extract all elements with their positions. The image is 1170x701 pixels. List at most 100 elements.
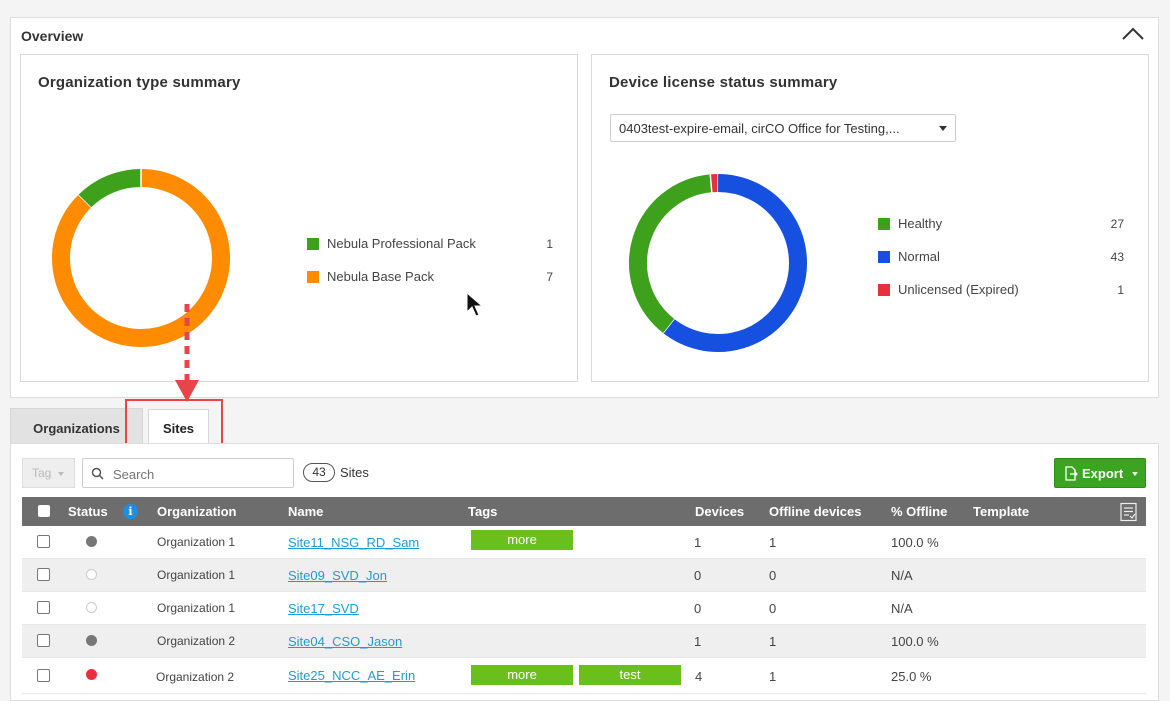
cell-organization: Organization 2: [157, 634, 236, 648]
tab-organizations-label: Organizations: [33, 421, 120, 436]
status-dot-offline: [86, 536, 97, 547]
organization-select[interactable]: 0403test-expire-email, cirCO Office for …: [610, 114, 956, 142]
donut-slice-base-pack: [52, 169, 230, 347]
legend-value: 1: [1117, 283, 1124, 297]
status-dot-no-device: [86, 569, 97, 580]
donut-slice-professional-pack: [78, 169, 142, 209]
row-checkbox[interactable]: [37, 568, 50, 581]
cell-organization: Organization 1: [157, 568, 236, 582]
column-header-offline-devices[interactable]: Offline devices: [769, 504, 862, 519]
org-type-summary-title: Organization type summary: [38, 74, 241, 91]
tag-more[interactable]: more: [471, 665, 573, 685]
legend-label: Normal: [898, 249, 940, 264]
select-all-checkbox[interactable]: [38, 505, 50, 517]
export-button-label: Export: [1082, 466, 1124, 481]
row-checkbox[interactable]: [37, 535, 50, 548]
legend-value: 7: [546, 270, 553, 284]
status-dot-alert: [86, 669, 97, 680]
legend-item-professional-pack: Nebula Professional Pack: [307, 236, 476, 251]
table-header: Status i Organization Name Tags Devices …: [22, 497, 1146, 526]
site-count-label: Sites: [340, 465, 369, 480]
column-header-template[interactable]: Template: [973, 504, 1030, 519]
site-count-badge: 43: [303, 463, 335, 482]
cell-pct-offline: N/A: [891, 601, 913, 616]
export-file-icon: [1065, 466, 1078, 481]
search-icon: [91, 467, 104, 480]
table-row[interactable]: Organization 1 Site09_SVD_Jon 0 0 N/A: [22, 559, 1146, 592]
tag-button-label: Tag: [32, 466, 52, 480]
donut-slice-normal: [663, 174, 807, 352]
column-header-pct-offline[interactable]: % Offline: [891, 504, 948, 519]
cell-devices: 4: [695, 669, 703, 684]
license-status-summary-card: Device license status summary 0403test-e…: [591, 54, 1149, 382]
legend-item-unlicensed: Unlicensed (Expired): [878, 282, 1019, 297]
cell-offline-devices: 0: [769, 568, 777, 583]
site-name-link[interactable]: Site04_CSO_Jason: [288, 634, 403, 649]
legend-swatch: [307, 270, 319, 283]
cell-offline-devices: 1: [769, 669, 777, 684]
overview-title: Overview: [21, 28, 84, 44]
site-name-link[interactable]: Site09_SVD_Jon: [288, 568, 388, 583]
row-checkbox[interactable]: [37, 601, 50, 614]
column-header-status[interactable]: Status: [68, 504, 108, 519]
legend-value: 43: [1110, 250, 1124, 264]
row-checkbox[interactable]: [37, 669, 50, 682]
column-header-organization[interactable]: Organization: [157, 504, 237, 519]
caret-down-icon: [1132, 472, 1138, 476]
cell-pct-offline: 100.0 %: [891, 634, 939, 649]
organization-select-value: 0403test-expire-email, cirCO Office for …: [619, 121, 900, 136]
overview-panel: Overview Organization type summary Nebul…: [10, 17, 1159, 398]
tag-button[interactable]: Tag: [22, 458, 75, 488]
caret-down-icon: [939, 126, 947, 131]
cell-pct-offline: 100.0 %: [891, 535, 939, 550]
cell-offline-devices: 1: [769, 535, 777, 550]
info-icon[interactable]: i: [123, 504, 138, 519]
status-dot-offline: [86, 635, 97, 646]
table-row[interactable]: Organization 1 Site11_NSG_RD_Sam more 1 …: [22, 526, 1146, 559]
cell-pct-offline: 25.0 %: [891, 669, 932, 684]
legend-swatch: [878, 283, 890, 296]
search-input[interactable]: [111, 463, 285, 485]
table-row[interactable]: Organization 2 Site25_NCC_AE_Erin more t…: [22, 658, 1146, 694]
cell-devices: 0: [694, 601, 702, 616]
legend-label: Healthy: [898, 216, 943, 231]
org-type-summary-card: Organization type summary Nebula Profess…: [20, 54, 578, 382]
legend-label: Nebula Base Pack: [327, 269, 434, 284]
legend-swatch: [878, 250, 890, 263]
tag-test[interactable]: test: [579, 665, 681, 685]
legend-value: 27: [1110, 217, 1124, 231]
tab-sites[interactable]: Sites: [148, 409, 209, 444]
cell-devices: 1: [694, 535, 702, 550]
export-button[interactable]: Export: [1054, 458, 1146, 488]
tab-organizations[interactable]: Organizations: [10, 408, 143, 444]
site-name-link[interactable]: Site17_SVD: [288, 601, 359, 616]
annotation-arrow: [175, 304, 199, 402]
legend-label: Nebula Professional Pack: [327, 236, 476, 251]
table-row[interactable]: Organization 2 Site04_CSO_Jason 1 1 100.…: [22, 625, 1146, 658]
chevron-up-icon[interactable]: [1120, 22, 1146, 46]
table-row[interactable]: Organization 1 Site17_SVD 0 0 N/A: [22, 592, 1146, 625]
caret-down-icon: [57, 471, 64, 476]
tag-more[interactable]: more: [471, 530, 573, 550]
donut-slice-separator: [709, 173, 713, 194]
org-type-donut-chart: [52, 168, 230, 347]
row-checkbox[interactable]: [37, 634, 50, 647]
legend-value: 1: [546, 237, 553, 251]
license-status-summary-title: Device license status summary: [609, 74, 838, 91]
tab-sites-label: Sites: [162, 421, 195, 436]
cell-devices: 0: [694, 568, 702, 583]
column-settings-icon[interactable]: [1119, 502, 1139, 522]
site-name-link[interactable]: Site25_NCC_AE_Erin: [288, 668, 416, 683]
legend-label: Unlicensed (Expired): [898, 282, 1019, 297]
column-header-devices[interactable]: Devices: [695, 504, 745, 519]
cell-organization: Organization 1: [157, 535, 236, 549]
cell-offline-devices: 0: [769, 601, 777, 616]
site-name-link[interactable]: Site11_NSG_RD_Sam: [288, 535, 420, 550]
cell-devices: 1: [694, 634, 702, 649]
search-field[interactable]: [82, 458, 294, 488]
column-header-tags[interactable]: Tags: [468, 504, 498, 519]
donut-slice-separator: [661, 317, 676, 335]
cell-offline-devices: 1: [769, 634, 777, 649]
column-header-name[interactable]: Name: [288, 504, 324, 519]
cell-pct-offline: N/A: [891, 568, 913, 583]
